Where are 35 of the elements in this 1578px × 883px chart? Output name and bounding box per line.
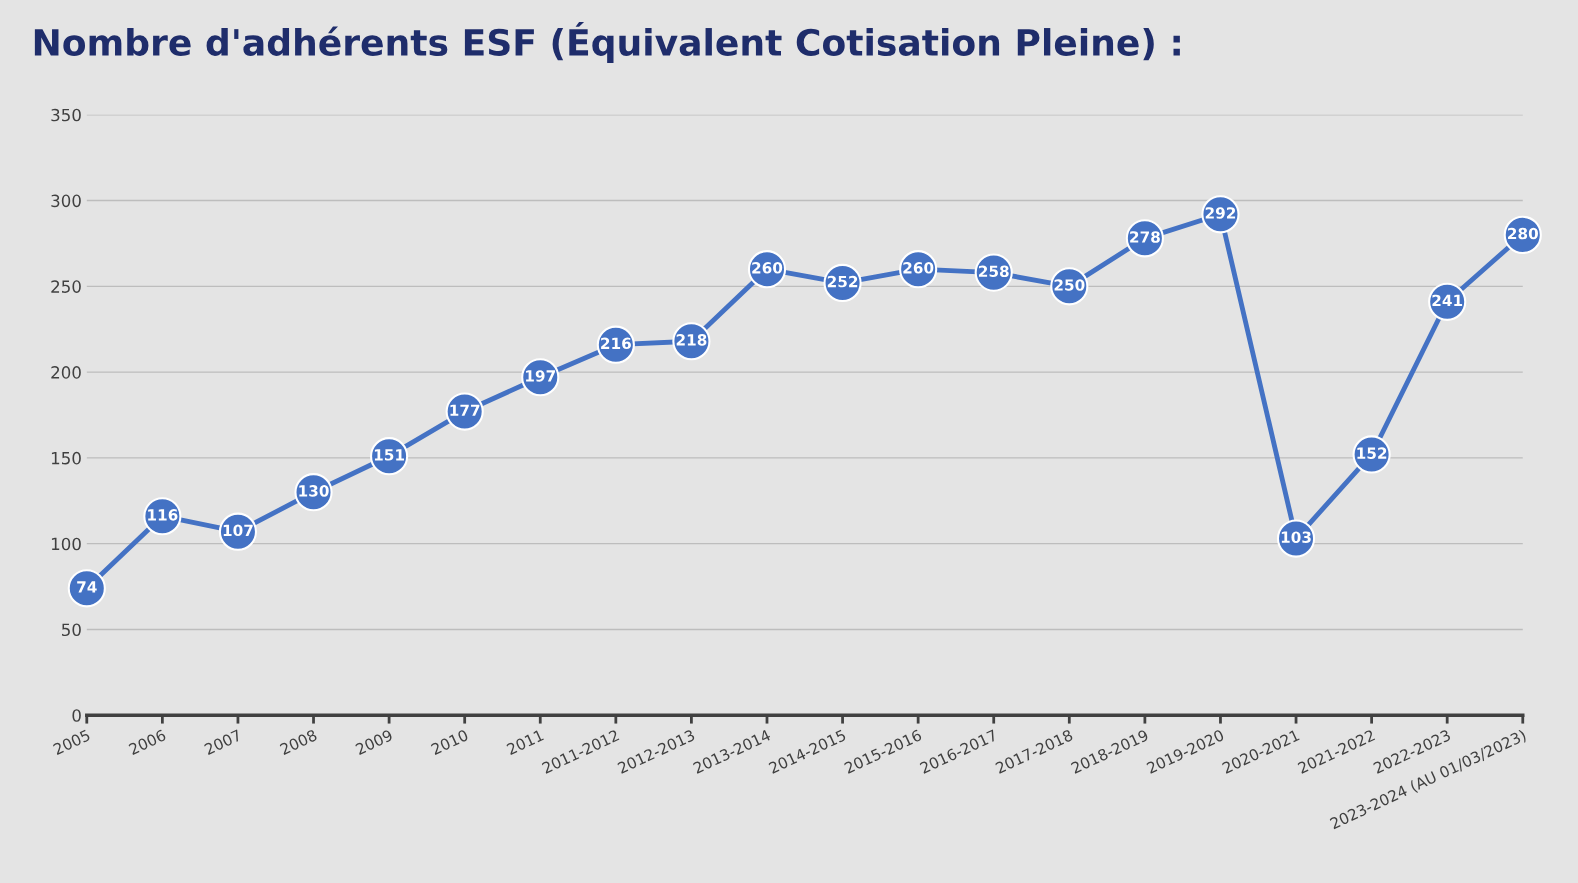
data-label: 107 bbox=[223, 524, 253, 537]
y-tick-label: 200 bbox=[51, 366, 81, 379]
x-tick-label: 2010 bbox=[430, 729, 469, 756]
data-label: 152 bbox=[1357, 447, 1387, 459]
x-tick-label: 2009 bbox=[354, 729, 394, 756]
x-tick-label: 2006 bbox=[128, 729, 167, 756]
y-tick-label: 150 bbox=[51, 451, 81, 465]
x-tick-label: 2008 bbox=[279, 729, 318, 756]
data-label: 278 bbox=[1130, 231, 1160, 243]
data-label: 280 bbox=[1508, 227, 1538, 240]
data-label: 103 bbox=[1281, 531, 1311, 543]
data-label: 260 bbox=[903, 262, 934, 274]
x-tick-label: 2011 bbox=[506, 729, 544, 756]
data-label: 216 bbox=[601, 337, 631, 350]
data-label: 151 bbox=[374, 449, 404, 461]
data-label: 258 bbox=[978, 265, 1009, 278]
y-tick-label: 100 bbox=[51, 537, 81, 551]
y-tick-label: 350 bbox=[51, 108, 81, 122]
data-label: 116 bbox=[148, 509, 178, 521]
x-tick-label: 2005 bbox=[52, 729, 91, 756]
y-tick-label: 50 bbox=[62, 623, 81, 637]
data-label: 292 bbox=[1205, 207, 1236, 219]
data-label: 218 bbox=[676, 334, 707, 346]
y-tick-label: 250 bbox=[51, 280, 81, 293]
data-label: 74 bbox=[77, 581, 97, 593]
data-label: 260 bbox=[752, 262, 783, 274]
data-label: 177 bbox=[450, 404, 480, 416]
y-tick-label: 0 bbox=[72, 709, 81, 722]
data-label: 241 bbox=[1432, 294, 1463, 306]
data-label: 252 bbox=[827, 275, 858, 288]
y-tick-label: 300 bbox=[51, 194, 81, 208]
data-label: 250 bbox=[1054, 279, 1085, 291]
chart-title: Nombre d'adhérents ESF (Équivalent Cotisation Pleine) : bbox=[34, 22, 1180, 63]
data-label: 130 bbox=[299, 485, 329, 497]
data-label: 197 bbox=[526, 370, 555, 382]
